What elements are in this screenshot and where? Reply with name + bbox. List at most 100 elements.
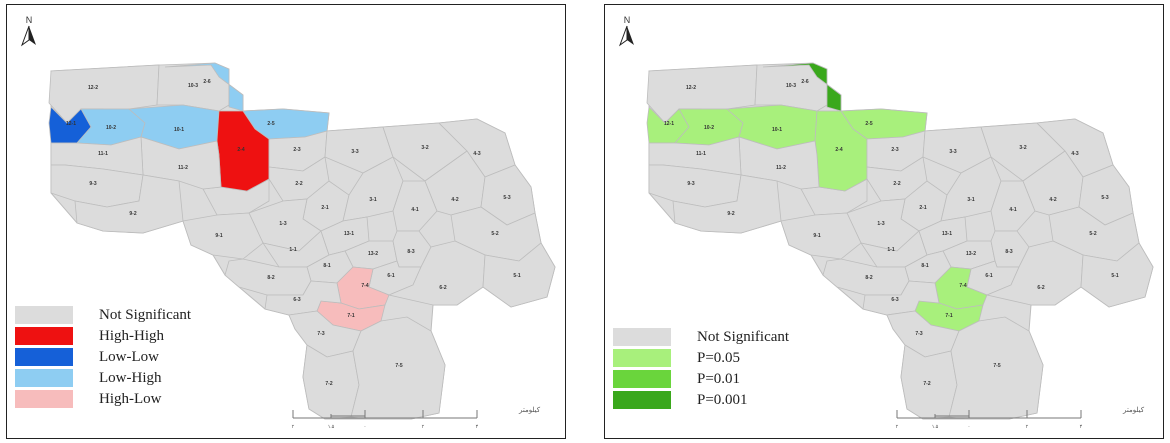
svg-text:۰: ۰	[364, 425, 367, 430]
zone-label-1-3: 1-3	[877, 221, 884, 227]
zone-label-9-1: 9-1	[813, 233, 820, 239]
zone-label-11-1: 11-1	[696, 151, 706, 157]
zone-label-10-1: 10-1	[772, 127, 782, 133]
zone-label-7-4: 7-4	[361, 283, 368, 289]
svg-text:۲: ۲	[422, 424, 425, 430]
zone-label-2-3: 2-3	[891, 147, 898, 153]
zone-label-6-1: 6-1	[387, 273, 394, 279]
legend-label: Not Significant	[99, 307, 192, 323]
svg-text:۱.۵: ۱.۵	[932, 424, 939, 430]
zone-label-9-2: 9-2	[129, 211, 136, 217]
legend-label: Low-Low	[99, 349, 159, 365]
legend-label: P=0.05	[697, 350, 741, 366]
map-zones	[646, 62, 1154, 420]
zone-9-2	[74, 174, 184, 234]
zone-6-3	[264, 280, 342, 316]
zone-5-1	[482, 242, 556, 308]
zone-label-7-4: 7-4	[959, 283, 966, 289]
legend-swatch	[15, 348, 73, 366]
zone-label-2-2: 2-2	[295, 181, 302, 187]
zone-label-5-1: 5-1	[1111, 273, 1118, 279]
zone-label-13-1: 13-1	[344, 231, 354, 237]
zone-label-4-3: 4-3	[1071, 151, 1078, 157]
zone-label-8-2: 8-2	[865, 275, 872, 281]
zone-label-7-1: 7-1	[347, 313, 354, 319]
zone-label-7-1: 7-1	[945, 313, 952, 319]
zone-label-2-5: 2-5	[865, 121, 872, 127]
scale-bar-graphic: ۲ ۱.۵ ۰ ۲ ۴	[896, 410, 1083, 430]
zone-label-9-2: 9-2	[727, 211, 734, 217]
zone-label-2-6: 2-6	[801, 79, 808, 85]
zone-9-2	[672, 174, 782, 234]
zone-label-8-3: 8-3	[407, 249, 414, 255]
svg-text:۱.۵: ۱.۵	[328, 424, 335, 430]
zone-label-5-3: 5-3	[1101, 195, 1108, 201]
zone-label-13-1: 13-1	[942, 231, 952, 237]
zone-label-12-2: 12-2	[686, 85, 696, 91]
svg-text:۴: ۴	[476, 424, 479, 430]
scale-bar-graphic: ۲ ۱.۵ ۰ ۲ ۴	[292, 410, 479, 430]
zone-label-2-1: 2-1	[321, 205, 328, 211]
legend-label: Not Significant	[697, 329, 790, 345]
zone-7-5	[948, 316, 1044, 420]
zone-label-1-3: 1-3	[279, 221, 286, 227]
zone-label-7-5: 7-5	[993, 363, 1000, 369]
zone-label-12-2: 12-2	[88, 85, 98, 91]
scale-bar: ۲ ۱.۵ ۰ ۲ ۴ کیلومتر	[291, 404, 561, 432]
legend-swatch	[613, 328, 671, 346]
map-zone-labels: 12-2 10-3 2-6 12-1 10-2 10-1 2-5 2-4 11-2 11-1 9-3…	[664, 79, 1119, 387]
significance-map: 12-2 10-3 2-6 12-1 10-2 10-1 2-5 2-4 11-2 11-1 9-3…	[646, 62, 1154, 420]
zone-label-1-1: 1-1	[887, 247, 894, 253]
north-arrow: N	[19, 15, 39, 52]
zone-label-8-3: 8-3	[1005, 249, 1012, 255]
zone-label-9-1: 9-1	[215, 233, 222, 239]
zone-label-7-2: 7-2	[325, 381, 332, 387]
zone-label-4-3: 4-3	[473, 151, 480, 157]
legend-swatch	[613, 370, 671, 388]
zone-label-5-2: 5-2	[491, 231, 498, 237]
zone-label-8-1: 8-1	[921, 263, 928, 269]
zone-9-1	[780, 212, 862, 260]
zone-label-7-3: 7-3	[317, 331, 324, 337]
svg-text:۲: ۲	[292, 424, 295, 430]
svg-text:۰: ۰	[968, 425, 971, 430]
zone-label-12-1: 12-1	[664, 121, 674, 127]
zone-label-8-2: 8-2	[267, 275, 274, 281]
lisa-cluster-map: 12-2 10-3 2-6 12-1 10-2 10-1 2-5 2-4 11-2 11-1 9-3…	[48, 62, 556, 420]
legend-swatch	[15, 390, 73, 408]
zone-6-3	[862, 280, 940, 316]
zone-label-13-2: 13-2	[966, 251, 976, 257]
zone-label-11-2: 11-2	[776, 165, 786, 171]
zone-label-5-1: 5-1	[513, 273, 520, 279]
zone-label-2-6: 2-6	[203, 79, 210, 85]
zone-label-6-3: 6-3	[891, 297, 898, 303]
zone-label-10-2: 10-2	[106, 125, 116, 131]
zone-label-6-2: 6-2	[439, 285, 446, 291]
significance-map-panel: 12-2 10-3 2-6 12-1 10-2 10-1 2-5 2-4 11-2 11-1 9-3…	[604, 4, 1164, 439]
scale-unit-label: کیلومتر	[519, 407, 541, 414]
legend-label: High-Low	[99, 391, 162, 407]
zone-label-10-3: 10-3	[188, 83, 198, 89]
svg-text:۲: ۲	[896, 424, 899, 430]
legend-swatch	[613, 391, 671, 409]
zone-label-4-1: 4-1	[1009, 207, 1016, 213]
zone-label-12-1: 12-1	[66, 121, 76, 127]
zone-9-1	[182, 212, 264, 260]
lisa-cluster-map-panel: 12-2 10-3 2-6 12-1 10-2 10-1 2-5 2-4 11-2 11-1 9-3…	[6, 4, 566, 439]
zone-label-8-1: 8-1	[323, 263, 330, 269]
svg-text:۲: ۲	[1026, 424, 1029, 430]
zone-label-3-3: 3-3	[949, 149, 956, 155]
zone-label-7-5: 7-5	[395, 363, 402, 369]
north-arrow-icon	[20, 25, 36, 47]
map-zone-labels: 12-2 10-3 2-6 12-1 10-2 10-1 2-5 2-4 11-2 11-1 9-3…	[66, 79, 521, 387]
zone-label-10-3: 10-3	[786, 83, 796, 89]
zone-label-5-3: 5-3	[503, 195, 510, 201]
legend-label: Low-High	[99, 370, 162, 386]
north-arrow-icon	[618, 25, 634, 47]
zone-label-2-5: 2-5	[267, 121, 274, 127]
zone-label-10-2: 10-2	[704, 125, 714, 131]
zone-label-7-2: 7-2	[923, 381, 930, 387]
legend-swatch	[613, 349, 671, 367]
north-arrow: N	[617, 15, 637, 52]
legend-swatch	[15, 369, 73, 387]
